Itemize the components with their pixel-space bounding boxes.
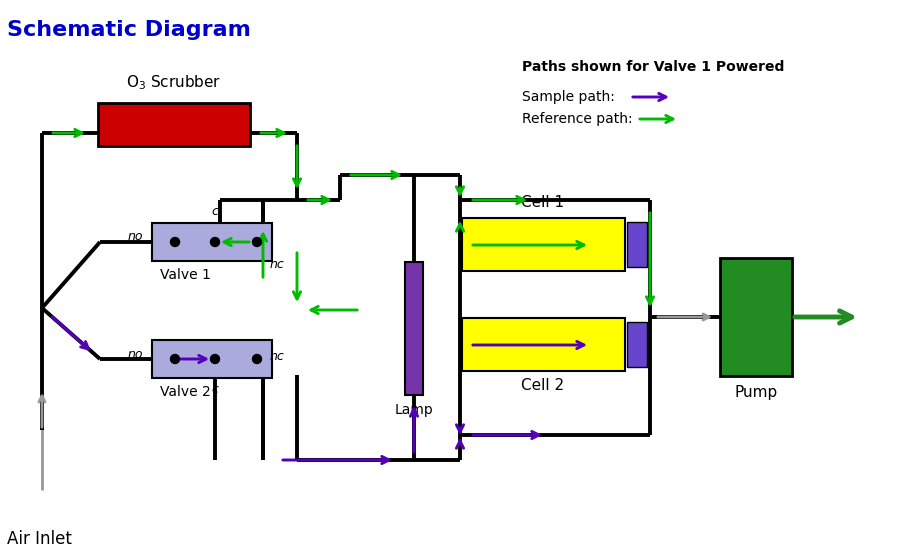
Bar [152,340,272,378]
Bar [627,322,647,367]
Bar [462,218,625,271]
Circle shape [252,354,262,363]
Circle shape [171,238,180,247]
Text: nc: nc [270,258,285,272]
Circle shape [252,238,262,247]
Circle shape [171,354,180,363]
Text: Paths shown for Valve 1 Powered: Paths shown for Valve 1 Powered [522,60,784,74]
Bar [152,223,272,261]
Text: Reference path:: Reference path: [522,112,633,126]
Text: Sample path:: Sample path: [522,90,615,104]
Text: Cell 1: Cell 1 [521,195,565,210]
Circle shape [210,238,219,247]
Text: Lamp: Lamp [395,403,433,417]
Text: Pump: Pump [734,385,778,400]
Circle shape [210,354,219,363]
Bar [98,103,250,146]
Text: no: no [128,230,143,244]
Bar [720,258,792,376]
Bar [627,222,647,267]
Bar [405,262,423,395]
Text: Cell 2: Cell 2 [521,378,565,393]
Text: nc: nc [270,349,285,362]
Text: c: c [211,205,218,218]
Bar [462,318,625,371]
Text: no: no [128,348,143,361]
Text: Air Inlet: Air Inlet [7,530,72,548]
Text: O$_3$ Scrubber: O$_3$ Scrubber [127,73,221,92]
Text: c: c [211,383,218,396]
Text: Schematic Diagram: Schematic Diagram [7,20,251,40]
Text: Valve 1: Valve 1 [160,268,211,282]
Text: Valve 2: Valve 2 [160,385,211,399]
